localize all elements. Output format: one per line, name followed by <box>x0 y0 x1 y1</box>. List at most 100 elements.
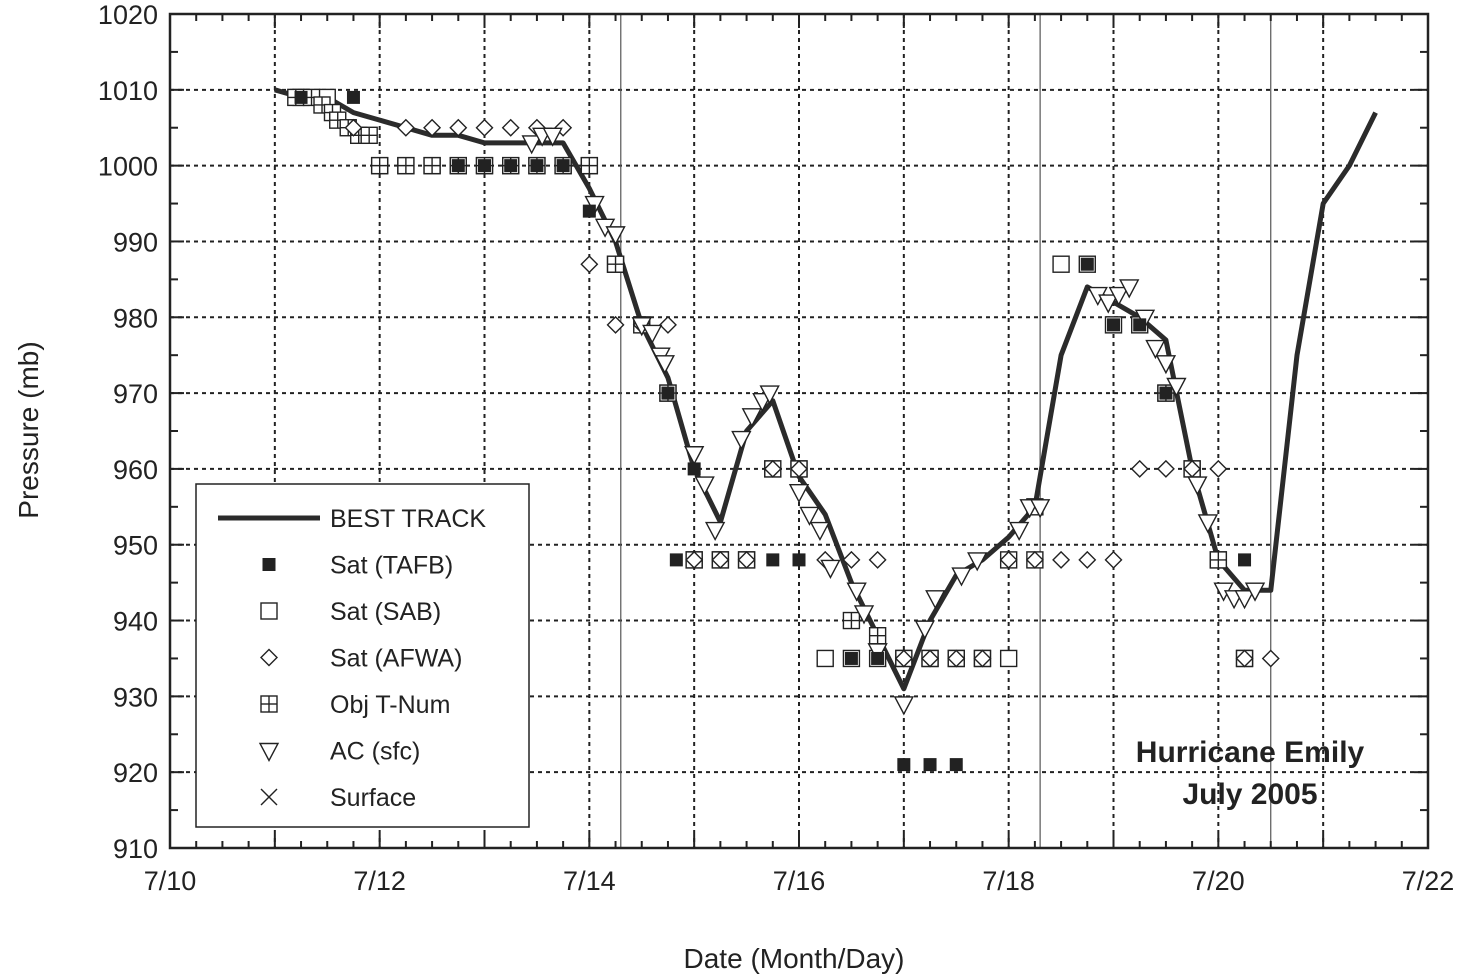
y-tick-label: 960 <box>113 455 158 485</box>
data-point <box>1104 550 1123 569</box>
data-point <box>759 385 780 405</box>
annotation-line-2: July 2005 <box>1182 778 1317 811</box>
data-point <box>1078 550 1097 569</box>
y-tick-label: 950 <box>113 531 158 561</box>
data-point <box>370 156 389 175</box>
data-point <box>605 226 626 246</box>
series-layer <box>274 87 1378 772</box>
data-point <box>582 204 596 218</box>
data-point <box>1108 286 1129 307</box>
data-point <box>1025 550 1044 569</box>
data-point <box>967 552 988 572</box>
data-point <box>1130 459 1149 478</box>
y-tick-label: 940 <box>113 607 158 637</box>
data-point <box>871 651 885 665</box>
data-point <box>294 90 308 104</box>
data-point <box>423 118 442 137</box>
data-point <box>893 696 914 716</box>
data-point <box>894 649 913 668</box>
data-point <box>423 156 441 175</box>
data-point <box>661 386 675 400</box>
data-point <box>842 611 861 630</box>
data-point <box>1156 459 1175 478</box>
data-point <box>799 506 820 526</box>
data-point <box>704 521 726 542</box>
data-point <box>790 459 808 478</box>
data-point <box>951 567 972 587</box>
legend-label: Sat (TAFB) <box>330 552 453 580</box>
plot-border <box>168 12 1430 850</box>
y-tick-label: 980 <box>113 303 158 333</box>
data-point <box>642 324 663 344</box>
x-tick-label: 7/12 <box>353 866 406 896</box>
data-point <box>842 550 861 569</box>
data-point <box>853 605 875 625</box>
data-point <box>731 430 752 451</box>
legend-marker <box>262 558 276 571</box>
legend-label: AC (sfc) <box>330 738 420 766</box>
data-point <box>1029 499 1051 519</box>
data-point <box>737 550 756 569</box>
data-point <box>1119 279 1140 299</box>
legend-marker <box>260 648 278 667</box>
legend-label: Obj T-Num <box>330 691 450 719</box>
data-point <box>816 649 834 668</box>
data-point <box>501 118 520 137</box>
legend-label: BEST TRACK <box>330 505 486 533</box>
data-point <box>580 156 599 175</box>
x-axis-label: Date (Month/Day) <box>684 943 905 974</box>
data-point <box>1187 476 1208 496</box>
data-point <box>1209 551 1228 569</box>
data-point <box>1008 521 1030 542</box>
data-point <box>914 620 935 640</box>
data-point <box>396 118 415 137</box>
data-point <box>397 156 415 175</box>
data-point <box>973 649 992 668</box>
data-point <box>868 550 887 569</box>
series-ac-sfc- <box>521 127 1266 716</box>
data-point <box>766 553 780 567</box>
y-tick-label: 910 <box>113 834 158 864</box>
data-point <box>949 758 963 772</box>
y-tick-label: 990 <box>113 227 158 257</box>
y-tick-label: 970 <box>113 379 158 409</box>
data-point <box>809 521 831 542</box>
data-point <box>921 649 940 668</box>
data-point <box>763 459 782 478</box>
data-point <box>1155 355 1177 375</box>
data-point <box>923 758 937 772</box>
y-tick-label: 1000 <box>98 152 158 182</box>
data-point <box>999 649 1018 668</box>
data-point <box>554 118 573 137</box>
data-point <box>792 553 806 567</box>
data-point <box>478 159 491 173</box>
series-sat-tafb- <box>294 90 1252 772</box>
data-point <box>844 651 858 665</box>
data-point <box>947 649 966 668</box>
data-point <box>449 118 468 137</box>
x-tick-label: 7/18 <box>982 866 1035 896</box>
y-tick-label: 1020 <box>98 0 158 30</box>
y-tick-label: 930 <box>113 682 158 712</box>
data-point <box>360 126 378 145</box>
data-point <box>606 255 625 273</box>
data-point <box>580 255 599 274</box>
data-point <box>999 550 1018 569</box>
data-point <box>694 476 715 496</box>
x-tick-label: 7/16 <box>773 866 826 896</box>
data-point <box>1098 294 1119 314</box>
legend-marker <box>260 695 278 713</box>
legend: BEST TRACK Sat (TAFB) Sat (SAB) Sat (AFWA) O… <box>195 483 530 828</box>
data-point <box>687 462 701 476</box>
x-tick-label: 7/20 <box>1192 866 1245 896</box>
data-point <box>658 315 677 334</box>
data-point <box>788 483 810 504</box>
annotation-line-1: Hurricane Emily <box>1136 736 1365 769</box>
data-point <box>1244 582 1266 602</box>
data-point <box>344 118 363 137</box>
data-point <box>846 582 867 602</box>
legend-box <box>195 483 530 828</box>
y-tick-label: 920 <box>113 758 158 788</box>
data-point <box>1145 339 1166 360</box>
